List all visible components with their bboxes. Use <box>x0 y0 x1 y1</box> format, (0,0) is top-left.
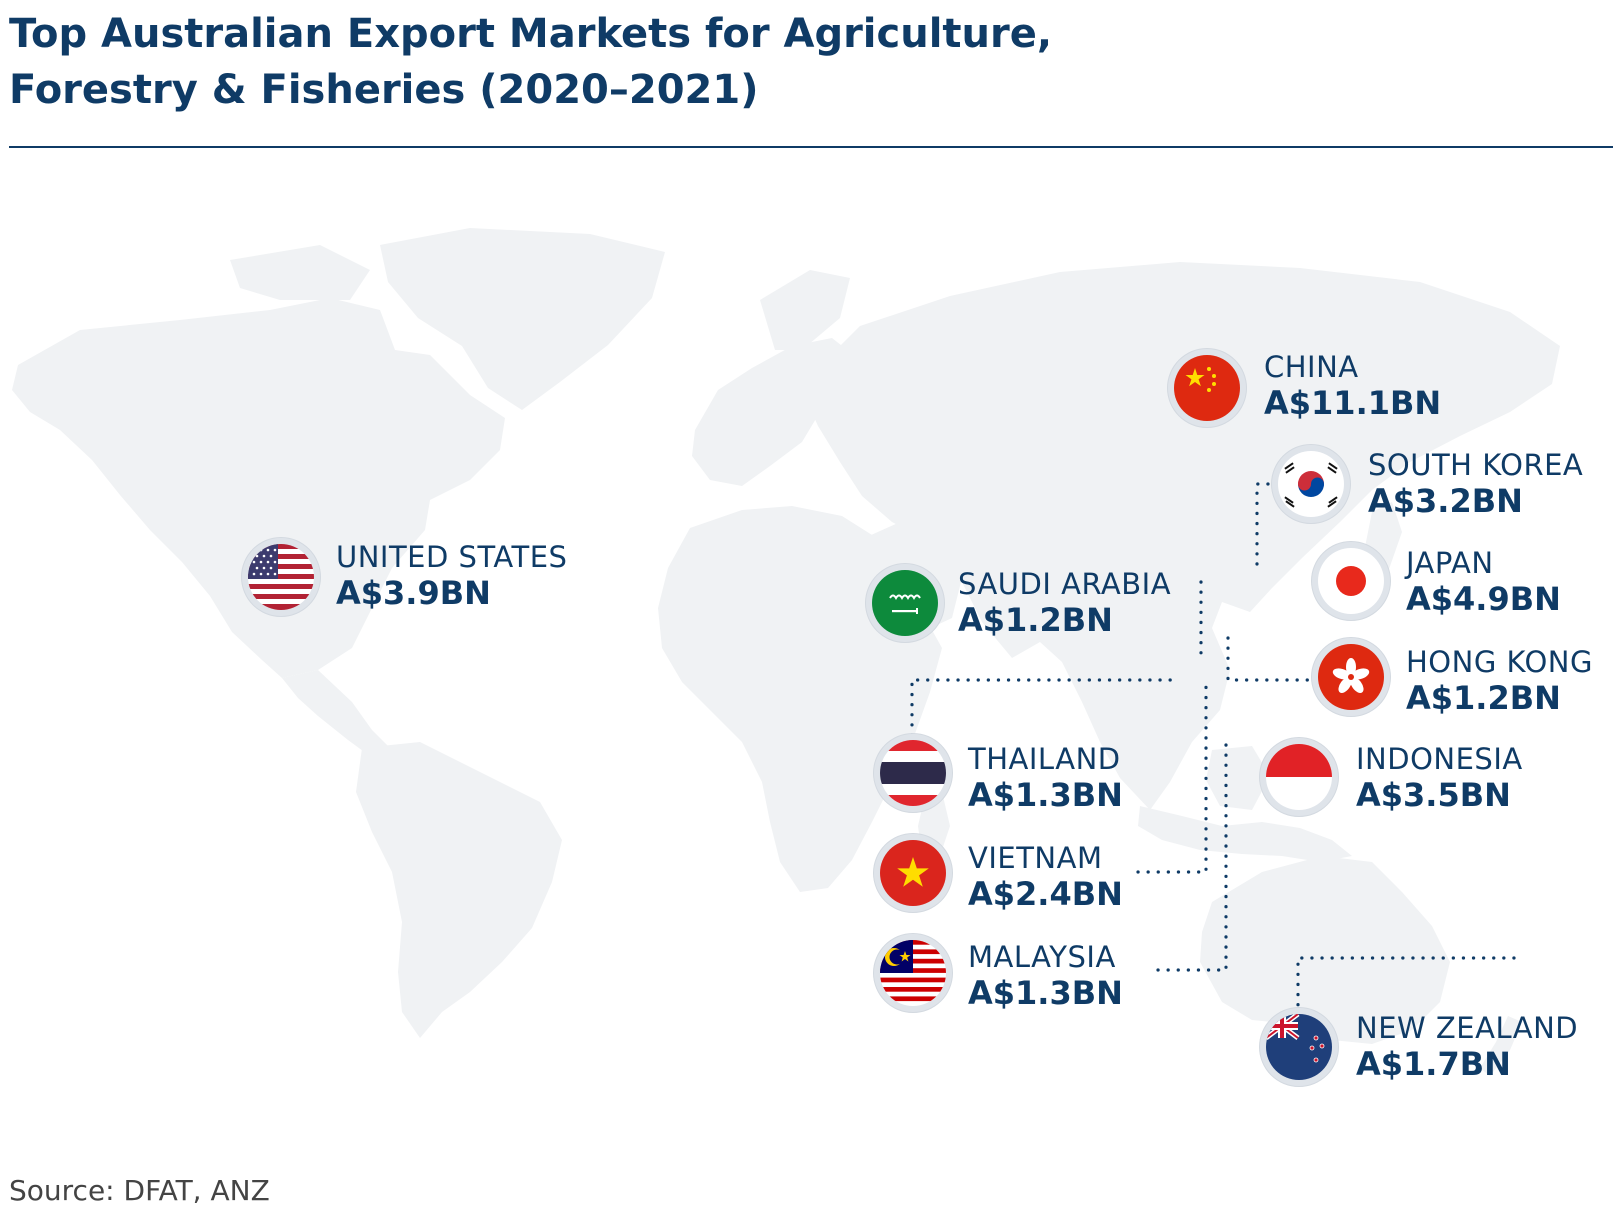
north-america-shape <box>12 298 505 678</box>
australia-shape <box>1200 856 1450 1044</box>
export-value: A$3.5BN <box>1356 776 1511 814</box>
japan-flag-icon <box>1312 542 1390 620</box>
export-value: A$1.7BN <box>1356 1045 1511 1083</box>
country-name: INDONESIA <box>1356 742 1523 776</box>
title-line-1: Top Australian Export Markets for Agricu… <box>9 11 1053 57</box>
title-line-2: Forestry & Fisheries (2020–2021) <box>9 67 759 113</box>
country-name: UNITED STATES <box>336 540 568 574</box>
country-name: HONG KONG <box>1406 645 1593 679</box>
export-value: A$11.1BN <box>1264 384 1442 422</box>
greenland-shape <box>380 228 665 410</box>
arctic-islands-shape <box>230 245 370 300</box>
export-value: A$4.9BN <box>1406 580 1561 618</box>
label-thailand: THAILAND A$1.3BN <box>968 742 1123 814</box>
new-zealand-shape <box>1480 1016 1522 1076</box>
export-value: A$1.2BN <box>1406 679 1561 717</box>
label-japan: JAPAN A$4.9BN <box>1406 546 1561 618</box>
thailand-flag-icon <box>874 734 952 812</box>
label-vietnam: VIETNAM A$2.4BN <box>968 841 1123 913</box>
label-indonesia: INDONESIA A$3.5BN <box>1356 742 1523 814</box>
country-name: THAILAND <box>968 742 1121 776</box>
country-name: MALAYSIA <box>968 940 1116 974</box>
saudi-arabia-flag-icon <box>866 564 944 642</box>
page-title: Top Australian Export Markets for Agricu… <box>9 6 1052 118</box>
country-name: SAUDI ARABIA <box>958 567 1172 601</box>
export-value: A$1.3BN <box>968 974 1123 1012</box>
export-value: A$1.2BN <box>958 601 1113 639</box>
country-name: JAPAN <box>1406 546 1494 580</box>
export-value: A$2.4BN <box>968 875 1123 913</box>
source-note: Source: DFAT, ANZ <box>9 1174 270 1207</box>
export-value: A$3.2BN <box>1368 482 1523 520</box>
borneo-shape <box>1206 746 1270 810</box>
world-map <box>12 228 1560 1076</box>
label-malaysia: MALAYSIA A$1.3BN <box>968 940 1123 1012</box>
china-flag-icon <box>1168 349 1246 427</box>
indonesia-flag-icon <box>1260 738 1338 816</box>
south-america-shape <box>356 742 562 1038</box>
label-new-zealand: NEW ZEALAND A$1.7BN <box>1356 1011 1578 1083</box>
connector-hong-kong <box>1226 636 1312 682</box>
usa-flag-icon <box>242 538 320 616</box>
label-hong-kong: HONG KONG A$1.2BN <box>1406 645 1593 717</box>
hong-kong-flag-icon <box>1312 638 1390 716</box>
malaysia-flag-icon <box>874 934 952 1012</box>
country-name: SOUTH KOREA <box>1368 448 1584 482</box>
label-south-korea: SOUTH KOREA A$3.2BN <box>1368 448 1583 520</box>
export-value: A$1.3BN <box>968 776 1123 814</box>
label-saudi-arabia: SAUDI ARABIA A$1.2BN <box>958 567 1171 639</box>
asia-shape <box>800 262 1560 810</box>
country-name: NEW ZEALAND <box>1356 1011 1579 1045</box>
country-name: VIETNAM <box>968 841 1103 875</box>
south-korea-flag-icon <box>1272 445 1350 523</box>
maritime-asia-shape <box>1138 806 1352 862</box>
country-name: CHINA <box>1264 350 1359 384</box>
connector-south-korea <box>1255 482 1270 572</box>
connector-lines <box>910 482 1524 1037</box>
connector-thailand <box>910 678 1182 737</box>
label-united-states: UNITED STATES A$3.9BN <box>336 540 567 612</box>
export-value: A$3.9BN <box>336 574 491 612</box>
vietnam-flag-icon <box>874 834 952 912</box>
central-america-shape <box>282 670 392 762</box>
title-divider <box>9 146 1613 148</box>
label-china: CHINA A$11.1BN <box>1264 350 1441 422</box>
new-zealand-flag-icon <box>1260 1008 1338 1086</box>
land-masses <box>12 228 1560 1076</box>
scandinavia-shape <box>760 270 850 350</box>
